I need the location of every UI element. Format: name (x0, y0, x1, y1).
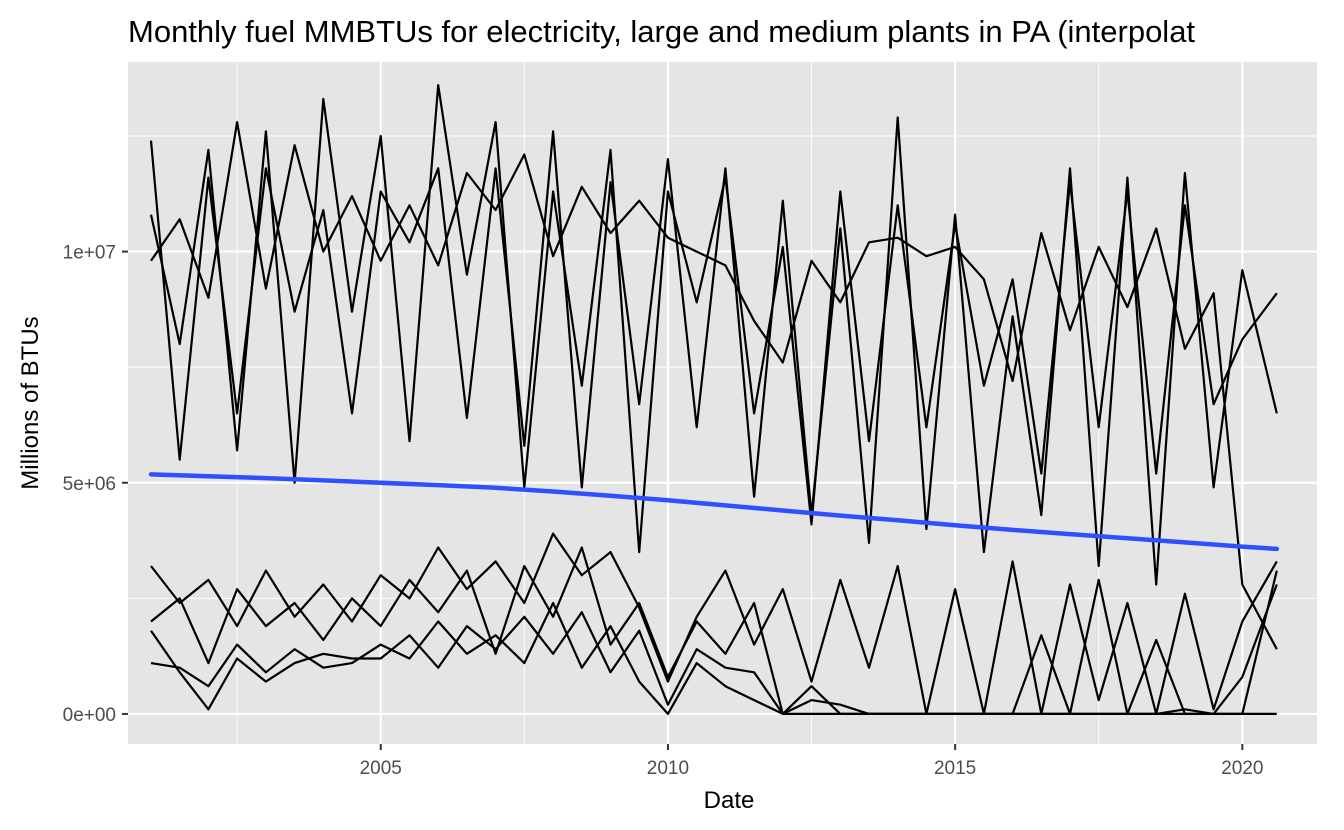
y-axis-title: Millions of BTUs (17, 316, 44, 489)
series-lines (149, 84, 1278, 715)
y-tick-label: 5e+06 (63, 474, 116, 495)
series-line-7 (150, 584, 1278, 715)
x-tick-label: 2015 (934, 758, 976, 779)
x-tick-label: 2010 (647, 758, 689, 779)
y-tick-label: 1e+07 (63, 243, 116, 264)
series-line-2 (149, 84, 1278, 554)
x-axis-title: Date (704, 787, 755, 814)
grid-lines (128, 62, 1317, 744)
series-line-1 (149, 116, 1278, 586)
plot-panel (128, 62, 1317, 744)
series-line-5 (150, 546, 1278, 715)
smooth-trend-line (148, 472, 1280, 552)
x-tick-label: 2020 (1221, 758, 1263, 779)
series-line-3 (150, 121, 1278, 650)
y-tick-label: 0e+00 (63, 705, 116, 726)
trend-line (148, 472, 1280, 552)
x-tick-label: 2005 (360, 758, 402, 779)
chart-title: Monthly fuel MMBTUs for electricity, lar… (128, 14, 1195, 49)
axes: 2005 2010 2015 2020 0e+00 5e+06 1e+07 (63, 243, 1264, 779)
